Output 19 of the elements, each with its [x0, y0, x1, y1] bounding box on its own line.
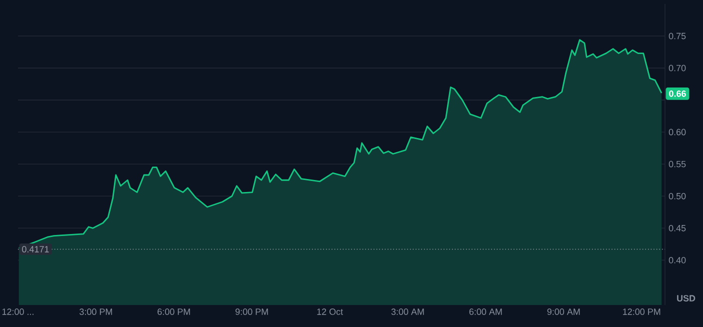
annotation: 0.66	[669, 90, 686, 97]
x-tick-label: 12:00 PM	[623, 308, 660, 315]
y-tick-label: 0.50	[668, 192, 686, 200]
y-tick-label: 0.45	[668, 224, 686, 232]
x-tick-label: 9:00 AM	[547, 308, 580, 315]
ref-line-label: 0.4171	[22, 246, 49, 252]
x-tick-label: 6:00 PM	[158, 308, 190, 315]
y-tick-label: 0.55	[668, 160, 686, 168]
x-tick-label: 6:00 AM	[469, 308, 502, 315]
y-tick-label: 0.40	[668, 256, 686, 264]
y-tick-label: 0.75	[668, 32, 686, 40]
x-tick-label: 3:00 AM	[391, 308, 424, 315]
y-tick-label: 0.60	[668, 128, 686, 136]
y-axis-title: USD	[677, 295, 696, 302]
y-tick-label: 0.70	[668, 64, 686, 72]
x-tick-label: 3:00 PM	[80, 308, 112, 315]
x-tick-label: 12 Oct	[317, 308, 343, 315]
x-tick-label: 9:00 PM	[236, 308, 268, 315]
x-tick-label: 12:00 ...	[2, 308, 34, 315]
